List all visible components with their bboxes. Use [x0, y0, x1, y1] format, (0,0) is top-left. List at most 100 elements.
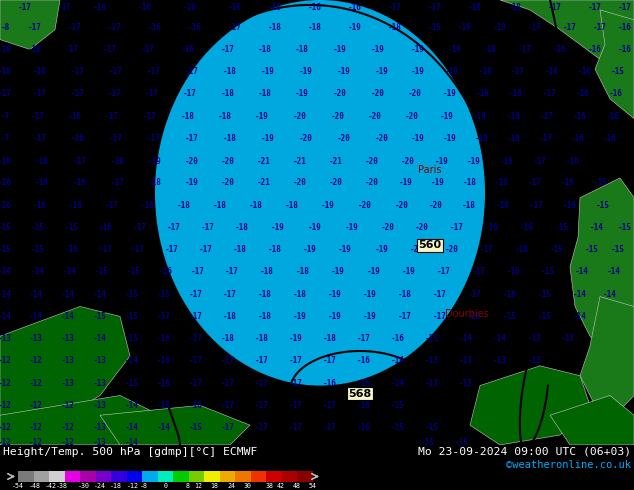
Text: -15: -15	[596, 201, 610, 210]
Text: -18: -18	[223, 134, 237, 143]
Text: 18: 18	[210, 483, 219, 489]
Bar	[49, 471, 65, 482]
Text: -17: -17	[185, 134, 199, 143]
Text: -16: -16	[563, 201, 577, 210]
Text: -19: -19	[289, 334, 303, 343]
Text: -20: -20	[381, 223, 395, 232]
Text: -17: -17	[323, 356, 337, 366]
Text: -15: -15	[0, 223, 12, 232]
Text: -19: -19	[299, 67, 313, 75]
Text: -17: -17	[323, 422, 337, 432]
Text: -17: -17	[99, 245, 113, 254]
Text: -19: -19	[328, 312, 342, 321]
Text: -7: -7	[1, 134, 10, 143]
Text: -17: -17	[398, 312, 412, 321]
Text: -14: -14	[125, 401, 139, 410]
Text: -17: -17	[185, 67, 199, 75]
Text: -16: -16	[33, 201, 47, 210]
Text: -15: -15	[391, 401, 405, 410]
Text: -16: -16	[228, 3, 242, 12]
Bar	[235, 471, 251, 482]
Text: -16: -16	[545, 67, 559, 75]
Text: -16: -16	[71, 134, 85, 143]
Text: -19: -19	[261, 67, 275, 75]
Text: -16: -16	[576, 90, 590, 98]
Text: -17: -17	[468, 290, 482, 299]
Text: -16: -16	[0, 178, 12, 187]
Text: -38: -38	[56, 483, 68, 489]
Text: -18: -18	[28, 45, 42, 54]
Text: -16: -16	[618, 45, 632, 54]
Text: -17: -17	[255, 356, 269, 366]
Text: -16: -16	[578, 67, 592, 75]
Text: -12: -12	[127, 483, 139, 489]
Text: -18: -18	[223, 312, 237, 321]
Text: -18: -18	[213, 201, 227, 210]
Bar	[80, 471, 96, 482]
Text: -17: -17	[31, 112, 45, 121]
Text: -13: -13	[29, 334, 43, 343]
Text: -20: -20	[221, 178, 235, 187]
Text: -17: -17	[221, 422, 235, 432]
Text: -17: -17	[450, 223, 464, 232]
Text: -19: -19	[303, 245, 317, 254]
Text: -18: -18	[475, 134, 489, 143]
Text: -13: -13	[93, 401, 107, 410]
Text: -16: -16	[606, 112, 620, 121]
Text: -12: -12	[29, 422, 43, 432]
Text: 38: 38	[265, 483, 273, 489]
Text: -17: -17	[543, 90, 557, 98]
Text: -12: -12	[61, 401, 75, 410]
Text: -18: -18	[388, 23, 402, 32]
Text: -18: -18	[462, 201, 476, 210]
Text: -18: -18	[468, 3, 482, 12]
Text: -18: -18	[233, 245, 247, 254]
Polygon shape	[580, 296, 634, 415]
Text: -19: -19	[443, 90, 457, 98]
Text: -20: -20	[401, 157, 415, 166]
Text: -17: -17	[33, 90, 47, 98]
Text: -7: -7	[1, 112, 10, 121]
Text: -13: -13	[493, 356, 507, 366]
Text: -16: -16	[467, 312, 481, 321]
Text: -17: -17	[539, 134, 553, 143]
Text: 8: 8	[185, 483, 190, 489]
Text: -14: -14	[493, 334, 507, 343]
Text: -30: -30	[77, 483, 89, 489]
Text: -20: -20	[368, 112, 382, 121]
Text: -15: -15	[550, 245, 564, 254]
Text: -17: -17	[0, 90, 12, 98]
Text: -14: -14	[29, 312, 43, 321]
Text: -19: -19	[348, 23, 362, 32]
Text: -12: -12	[0, 439, 12, 447]
Text: -16: -16	[588, 45, 602, 54]
Text: -17: -17	[618, 3, 632, 12]
Text: -14: -14	[63, 268, 77, 276]
Text: 48: 48	[293, 483, 301, 489]
Text: -20: -20	[293, 178, 307, 187]
Text: -15: -15	[125, 379, 139, 388]
Text: -24: -24	[94, 483, 106, 489]
Text: -17: -17	[189, 312, 203, 321]
Text: -17: -17	[533, 157, 547, 166]
Text: -18: -18	[223, 67, 237, 75]
Text: -15: -15	[125, 290, 139, 299]
Text: -17: -17	[228, 23, 242, 32]
Text: -19: -19	[345, 223, 359, 232]
Text: -18: -18	[181, 112, 195, 121]
Text: -15: -15	[611, 245, 625, 254]
Text: Height/Temp. 500 hPa [gdmp][°C] ECMWF: Height/Temp. 500 hPa [gdmp][°C] ECMWF	[3, 447, 257, 457]
Text: -21: -21	[329, 157, 343, 166]
Text: -17: -17	[131, 245, 145, 254]
Text: -18: -18	[323, 334, 337, 343]
Polygon shape	[500, 0, 634, 79]
Text: -18: -18	[110, 483, 122, 489]
Text: -15: -15	[538, 312, 552, 321]
Text: -18: -18	[479, 67, 493, 75]
Text: -12: -12	[29, 401, 43, 410]
Text: -14: -14	[125, 356, 139, 366]
Polygon shape	[550, 395, 634, 445]
Text: -13: -13	[459, 356, 473, 366]
Text: -19: -19	[445, 67, 459, 75]
Text: -17: -17	[18, 3, 32, 12]
